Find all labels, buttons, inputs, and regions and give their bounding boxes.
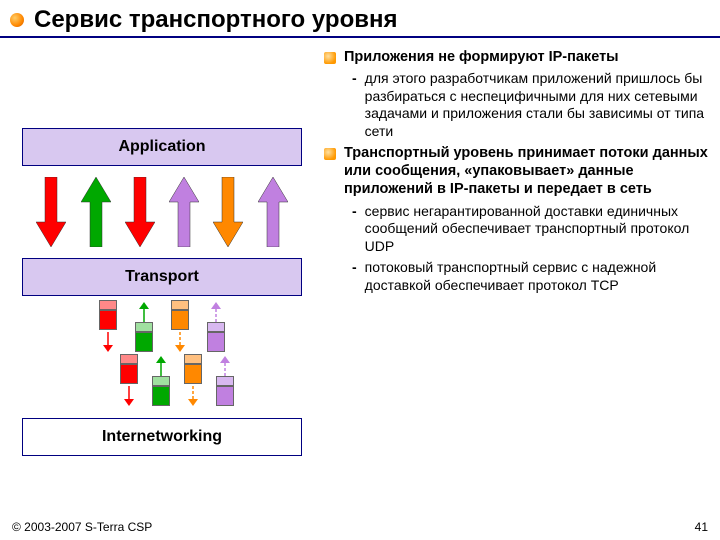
bullet-text: Приложения не формируют IP-пакеты (344, 48, 619, 66)
copyright: © 2003-2007 S-Terra CSP (12, 520, 152, 534)
footer: © 2003-2007 S-Terra CSP 41 (12, 520, 708, 534)
packet (152, 354, 170, 406)
packet (207, 300, 225, 352)
packet (99, 300, 117, 352)
dash-icon: - (352, 203, 357, 256)
packet-arrow-icon (210, 302, 222, 322)
packet-header (135, 322, 153, 332)
packet-arrow-icon (123, 386, 135, 406)
slide-title-row: Сервис транспортного уровня (0, 0, 720, 38)
packet-header (171, 300, 189, 310)
packet (135, 300, 153, 352)
packet-payload (184, 364, 202, 384)
packet-header (207, 322, 225, 332)
sub-bullet-text: для этого разработчикам приложений пришл… (365, 70, 708, 140)
sub-bullet-item: -потоковый транспортный сервис с надежно… (352, 259, 708, 294)
flow-arrow-icon (81, 177, 111, 247)
slide-body: Application Transport Internetworking Пр… (0, 38, 720, 478)
slide-title: Сервис транспортного уровня (34, 6, 398, 34)
packet-header (184, 354, 202, 364)
packet-payload (120, 364, 138, 384)
packet-arrow-icon (187, 386, 199, 406)
packet (184, 354, 202, 406)
bullet-text: Транспортный уровень принимает потоки да… (344, 144, 708, 198)
layer-internetworking-label: Internetworking (102, 428, 222, 446)
layer-application-label: Application (118, 138, 205, 156)
sub-bullet-text: потоковый транспортный сервис с надежной… (365, 259, 708, 294)
diagram-area: Application Transport Internetworking (12, 48, 312, 478)
packet-arrow-icon (138, 302, 150, 322)
packet-arrow-icon (219, 356, 231, 376)
packet-payload (171, 310, 189, 330)
packet-row-2 (22, 354, 302, 406)
packet-header (99, 300, 117, 310)
bullet-item: Приложения не формируют IP-пакеты (324, 48, 708, 66)
packet-header (152, 376, 170, 386)
flow-arrow-icon (169, 177, 199, 247)
packet (216, 354, 234, 406)
bullet-item: Транспортный уровень принимает потоки да… (324, 144, 708, 198)
packet-payload (216, 386, 234, 406)
dash-icon: - (352, 259, 357, 294)
packet-payload (99, 310, 117, 330)
packet-arrow-icon (174, 332, 186, 352)
sub-bullet-text: сервис негарантированной доставки единич… (365, 203, 708, 256)
packet (171, 300, 189, 352)
bullet-icon (324, 148, 336, 160)
flow-arrow-icon (36, 177, 66, 247)
page-number: 41 (695, 520, 708, 534)
packet-header (216, 376, 234, 386)
dash-icon: - (352, 70, 357, 140)
sub-bullet-item: -сервис негарантированной доставки едини… (352, 203, 708, 256)
layer-transport-label: Transport (125, 268, 199, 286)
flow-arrow-icon (258, 177, 288, 247)
sub-bullet-item: -для этого разработчикам приложений приш… (352, 70, 708, 140)
packet-payload (207, 332, 225, 352)
packet (120, 354, 138, 406)
packet-arrow-icon (102, 332, 114, 352)
bullet-list: Приложения не формируют IP-пакеты-для эт… (324, 48, 708, 478)
packet-row-1 (22, 300, 302, 352)
layer-internetworking: Internetworking (22, 418, 302, 456)
layer-application: Application (22, 128, 302, 166)
packet-payload (135, 332, 153, 352)
packet-header (120, 354, 138, 364)
bullet-icon (324, 52, 336, 64)
flow-arrow-icon (125, 177, 155, 247)
arrows-zone (22, 170, 302, 254)
flow-arrow-icon (213, 177, 243, 247)
packet-payload (152, 386, 170, 406)
packet-arrow-icon (155, 356, 167, 376)
title-bullet-icon (10, 13, 24, 27)
layer-transport: Transport (22, 258, 302, 296)
